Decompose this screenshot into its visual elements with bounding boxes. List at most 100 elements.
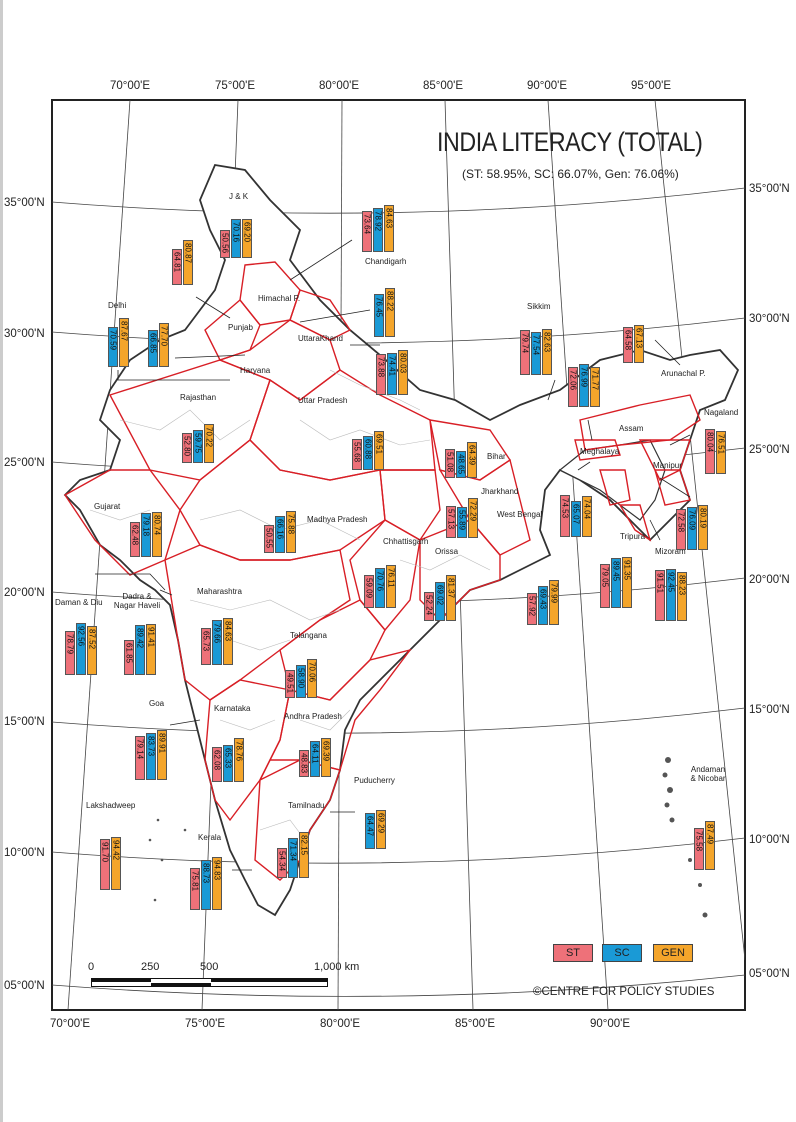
bar-value-label: 78.79 xyxy=(65,634,75,655)
bar-st: 79.05 xyxy=(600,564,610,608)
bar-gen: 75.88 xyxy=(286,511,296,553)
bar-gen: 91.41 xyxy=(146,624,156,675)
bar-value-label: 79.74 xyxy=(520,333,530,354)
bar-value-label: 50.55 xyxy=(264,528,274,549)
tick-label: 90°00'E xyxy=(590,1018,631,1030)
bar-value-label: 73.88 xyxy=(376,357,386,378)
bar-gen: 84.63 xyxy=(223,618,233,665)
bar-sc: 79.18 xyxy=(141,513,151,557)
bar-sc: 92.45 xyxy=(666,569,676,621)
bar-value-label: 91.35 xyxy=(622,560,632,581)
state-label: Karnataka xyxy=(214,704,251,713)
bar-value-label: 89.42 xyxy=(135,628,145,649)
bar-value-label: 69.02 xyxy=(435,585,445,606)
bar-st: 50.55 xyxy=(264,525,274,553)
state-label: West Bengal xyxy=(497,510,543,519)
bar-value-label: 52.80 xyxy=(182,436,192,457)
bar-gen: 72.29 xyxy=(468,498,478,538)
bar-value-label: 70.22 xyxy=(204,427,214,448)
bar-value-label: 70.16 xyxy=(231,222,241,243)
state-label: Goa xyxy=(149,699,165,708)
bar-value-label: 80.03 xyxy=(398,353,408,374)
bar-st: 48.83 xyxy=(299,750,309,777)
bar-st: 91.70 xyxy=(100,839,110,890)
bar-value-label: 54.34 xyxy=(277,851,287,872)
bar-value-label: 72.58 xyxy=(676,512,686,533)
bar-value-label: 59.09 xyxy=(364,578,374,599)
bar-value-label: 70.06 xyxy=(307,662,317,683)
bar-value-label: 70.76 xyxy=(375,571,385,592)
state-label: Meghalaya xyxy=(580,447,620,456)
bar-value-label: 80.19 xyxy=(698,508,708,529)
bar-sc: 58.90 xyxy=(296,665,306,698)
bar-gen: 80.74 xyxy=(152,512,162,557)
bar-value-label: 76.45 xyxy=(374,297,384,318)
bar-gen: 91.35 xyxy=(622,557,632,608)
tick-label: 25°00'N xyxy=(4,457,45,469)
bar-value-label: 71.77 xyxy=(590,370,600,391)
bar-gen: 89.91 xyxy=(157,730,167,780)
state-label: Assam xyxy=(619,424,644,433)
bar-value-label: 75.88 xyxy=(286,514,296,535)
bar-value-label: 62.08 xyxy=(212,750,222,771)
state-label: Haryana xyxy=(240,366,271,375)
bar-sc: 71.34 xyxy=(288,838,298,878)
bar-gen: 88.22 xyxy=(385,288,395,337)
bar-value-label: 62.48 xyxy=(130,525,140,546)
bar-st: 65.73 xyxy=(201,628,211,665)
state-label: Maharashtra xyxy=(197,587,242,596)
bar-value-label: 76.11 xyxy=(386,568,396,588)
bar-gen: 71.77 xyxy=(590,367,600,407)
state-label: Uttar Pradesh xyxy=(298,396,348,405)
bar-sc: 76.09 xyxy=(687,507,697,550)
scale-label: 250 xyxy=(141,961,160,973)
map-subtitle: (ST: 58.95%, SC: 66.07%, Gen: 76.06%) xyxy=(462,167,679,181)
tick-label: 90°00'E xyxy=(527,80,568,92)
bar-sc: 60.88 xyxy=(363,436,373,470)
bar-sc: 65.33 xyxy=(223,745,233,782)
bar-value-label: 73.64 xyxy=(362,214,372,235)
bar-gen: 77.70 xyxy=(159,323,169,367)
bar-sc: 66.16 xyxy=(275,516,285,553)
bar-value-label: 84.63 xyxy=(223,621,233,642)
bar-st: 72.06 xyxy=(568,367,578,407)
bar-value-label: 64.47 xyxy=(365,816,375,837)
state-label: Bihar xyxy=(487,452,506,461)
bar-gen: 64.39 xyxy=(467,442,477,478)
bar-gen: 87.52 xyxy=(87,626,97,675)
bar-sc: 64.11 xyxy=(310,741,320,777)
bar-sc: 55.89 xyxy=(457,507,467,538)
bar-value-label: 91.70 xyxy=(100,842,110,863)
tick-label: 85°00'E xyxy=(455,1018,496,1030)
bar-value-label: 83.73 xyxy=(146,736,156,757)
tick-label: 75°00'E xyxy=(215,80,256,92)
bar-value-label: 69.43 xyxy=(538,589,548,610)
bar-gen: 76.51 xyxy=(716,431,726,474)
bar-value-label: 55.89 xyxy=(457,510,467,531)
bar-value-label: 89.91 xyxy=(157,733,167,754)
tick-label: 70°00'E xyxy=(50,1018,91,1030)
bar-sc: 89.45 xyxy=(611,558,621,608)
bar-sc: 92.56 xyxy=(76,623,86,675)
tick-label: 80°00'E xyxy=(319,80,360,92)
bar-value-label: 87.67 xyxy=(119,321,129,342)
bar-sc: 69.43 xyxy=(538,586,548,625)
bar-value-label: 65.73 xyxy=(201,631,211,652)
bar-gen: 70.06 xyxy=(307,659,317,698)
bar-value-label: 70.59 xyxy=(108,330,118,351)
tick-label: 35°00'N xyxy=(4,197,45,209)
tick-label: 75°00'E xyxy=(185,1018,226,1030)
bar-sc: 70.76 xyxy=(375,568,385,608)
bar-sc: 65.07 xyxy=(571,501,581,537)
bar-value-label: 76.99 xyxy=(579,367,589,388)
bar-gen: 82.63 xyxy=(542,329,552,375)
bar-value-label: 57.92 xyxy=(527,596,537,617)
bar-value-label: 79.05 xyxy=(600,567,610,588)
bar-value-label: 94.83 xyxy=(212,860,222,881)
bar-value-label: 79.18 xyxy=(141,516,151,537)
tick-label: 20°00'N xyxy=(749,574,790,586)
bar-value-label: 91.51 xyxy=(655,573,665,594)
bar-value-label: 75.58 xyxy=(694,831,704,852)
bar-st: 73.88 xyxy=(376,354,386,395)
state-label: Arunachal P. xyxy=(661,369,706,378)
